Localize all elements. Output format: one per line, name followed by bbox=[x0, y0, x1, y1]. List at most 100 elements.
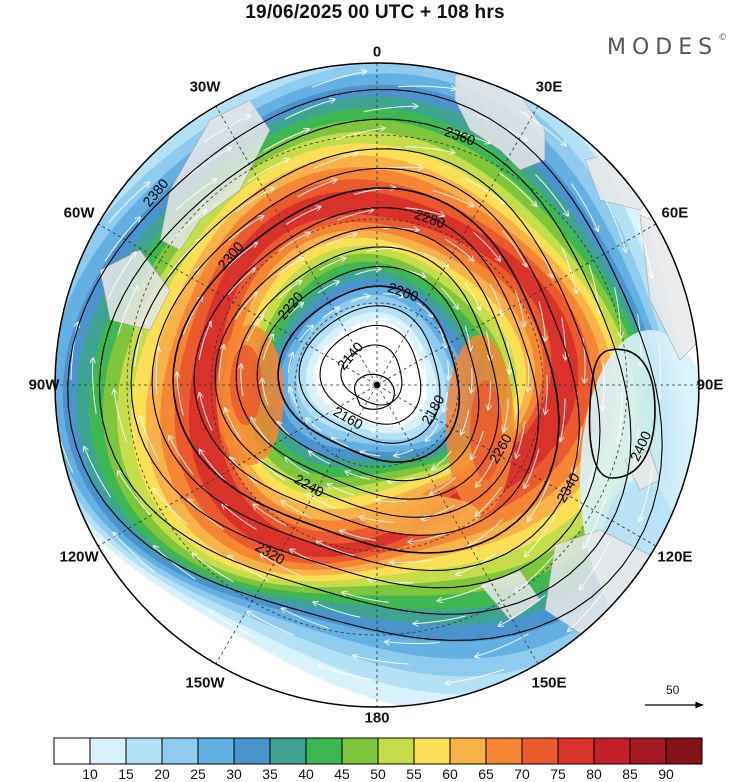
streamline-arrow bbox=[420, 251, 449, 266]
streamline-arrow bbox=[316, 541, 355, 557]
colorbar-label: 85 bbox=[622, 766, 638, 782]
streamline-arrow bbox=[383, 228, 419, 230]
height-contours bbox=[67, 89, 663, 641]
streamline-arrow bbox=[561, 247, 577, 294]
streamline-arrow bbox=[363, 106, 418, 113]
colorbar-box bbox=[89, 737, 127, 765]
colorbar-label: 55 bbox=[406, 766, 422, 782]
streamline-arrow bbox=[429, 476, 457, 495]
streamline-arrow bbox=[306, 494, 335, 509]
streamline-arrow bbox=[602, 362, 604, 411]
copyright-mark: © bbox=[718, 33, 728, 43]
streamline-arrow bbox=[424, 358, 425, 373]
streamline-arrow bbox=[437, 585, 486, 602]
lon-label-30w: 30W bbox=[189, 78, 221, 96]
streamline-arrow bbox=[318, 345, 328, 358]
streamline-arrow bbox=[579, 540, 611, 590]
lon-label-90w: 90W bbox=[28, 376, 60, 394]
colorbar-box bbox=[593, 737, 631, 765]
meridian-line bbox=[97, 223, 657, 547]
streamline-arrow bbox=[444, 238, 474, 261]
colorbar-box bbox=[53, 737, 91, 765]
lon-label-180: 180 bbox=[364, 709, 390, 727]
contour-2180 bbox=[298, 305, 441, 444]
map-title: 19/06/2025 00 UTC + 108 hrs bbox=[245, 2, 505, 23]
streamline-arrow bbox=[432, 450, 452, 470]
streamline-arrow bbox=[414, 336, 421, 351]
streamline-arrow bbox=[560, 398, 566, 442]
streamline-arrow bbox=[84, 446, 112, 498]
streamline-arrow bbox=[448, 360, 449, 380]
streamline-arrow bbox=[313, 602, 361, 618]
streamline-arrow bbox=[414, 402, 422, 416]
streamline-arrow bbox=[464, 177, 505, 203]
streamline-arrow bbox=[385, 642, 440, 644]
streamline-arrow bbox=[247, 611, 294, 636]
streamline-arrow bbox=[203, 115, 251, 143]
streamline-arrow bbox=[502, 230, 527, 267]
reference-vector-label: 50 bbox=[666, 683, 680, 697]
colorbar-box bbox=[305, 737, 343, 765]
streamline-arrow bbox=[372, 319, 388, 320]
streamline-arrow bbox=[177, 372, 184, 416]
streamline-arrow bbox=[538, 300, 546, 341]
contour-2260 bbox=[214, 226, 520, 518]
colorbar-box bbox=[665, 737, 703, 765]
streamline-arrow bbox=[461, 409, 470, 435]
contour-2280 bbox=[193, 207, 540, 536]
streamline-arrow bbox=[317, 281, 340, 294]
streamline-arrow bbox=[235, 188, 274, 212]
contour-2220 bbox=[256, 265, 480, 482]
streamline-arrow bbox=[416, 301, 433, 317]
streamline-arrow bbox=[488, 381, 490, 410]
streamline-arrow bbox=[175, 179, 217, 211]
streamline-arrow bbox=[234, 292, 257, 320]
streamline-arrow bbox=[514, 289, 525, 327]
lon-label-90e: 90E bbox=[696, 376, 724, 394]
streamline-arrow bbox=[475, 633, 529, 657]
streamline-arrow bbox=[471, 368, 472, 393]
streamline-arrow bbox=[498, 594, 546, 626]
streamline-arrow bbox=[425, 423, 439, 441]
streamline-arrow bbox=[325, 234, 357, 247]
streamline-arrow bbox=[583, 337, 585, 383]
streamline-arrow bbox=[262, 334, 273, 360]
streamline-arrow bbox=[284, 303, 304, 321]
parallel-line bbox=[126, 134, 628, 636]
streamline-arrow bbox=[156, 347, 158, 394]
streamline-arrow bbox=[515, 555, 554, 593]
streamline-arrow bbox=[279, 233, 310, 252]
streamline-arrow bbox=[524, 448, 540, 488]
streamline-arrow bbox=[278, 281, 302, 299]
colorbar-label: 20 bbox=[154, 766, 170, 782]
streamline-arrow bbox=[659, 344, 660, 399]
streamline-arrow bbox=[192, 553, 234, 583]
streamline-arrow bbox=[349, 421, 363, 428]
streamline-arrow bbox=[583, 498, 606, 549]
contour-2320 bbox=[151, 167, 580, 572]
colorbar-label: 40 bbox=[298, 766, 314, 782]
contour-2380 bbox=[67, 89, 663, 641]
streamline-arrow bbox=[472, 231, 500, 261]
colorbar-box bbox=[449, 737, 487, 765]
streamline-arrow bbox=[636, 222, 652, 278]
streamline-arrow bbox=[297, 180, 337, 198]
streamline-arrow bbox=[169, 210, 207, 244]
streamline-arrow bbox=[588, 264, 599, 314]
streamline-arrow bbox=[262, 378, 269, 406]
streamline-arrow bbox=[519, 110, 566, 146]
colorbar-box bbox=[269, 737, 307, 765]
colorbar-box bbox=[557, 737, 595, 765]
parallel-line bbox=[210, 218, 544, 552]
contour-2160 bbox=[319, 324, 422, 425]
brand-name: MODES bbox=[607, 35, 719, 60]
streamline-arrow bbox=[351, 322, 365, 329]
contour-2340 bbox=[130, 148, 601, 589]
streamline-arrow bbox=[605, 199, 627, 253]
streamline-arrow bbox=[350, 296, 370, 303]
colorbar-label: 45 bbox=[334, 766, 350, 782]
streamline-arrow bbox=[339, 531, 376, 541]
lon-label-60w: 60W bbox=[63, 204, 95, 222]
streamline-arrow bbox=[306, 418, 322, 432]
lon-label-120e: 120E bbox=[657, 548, 693, 566]
